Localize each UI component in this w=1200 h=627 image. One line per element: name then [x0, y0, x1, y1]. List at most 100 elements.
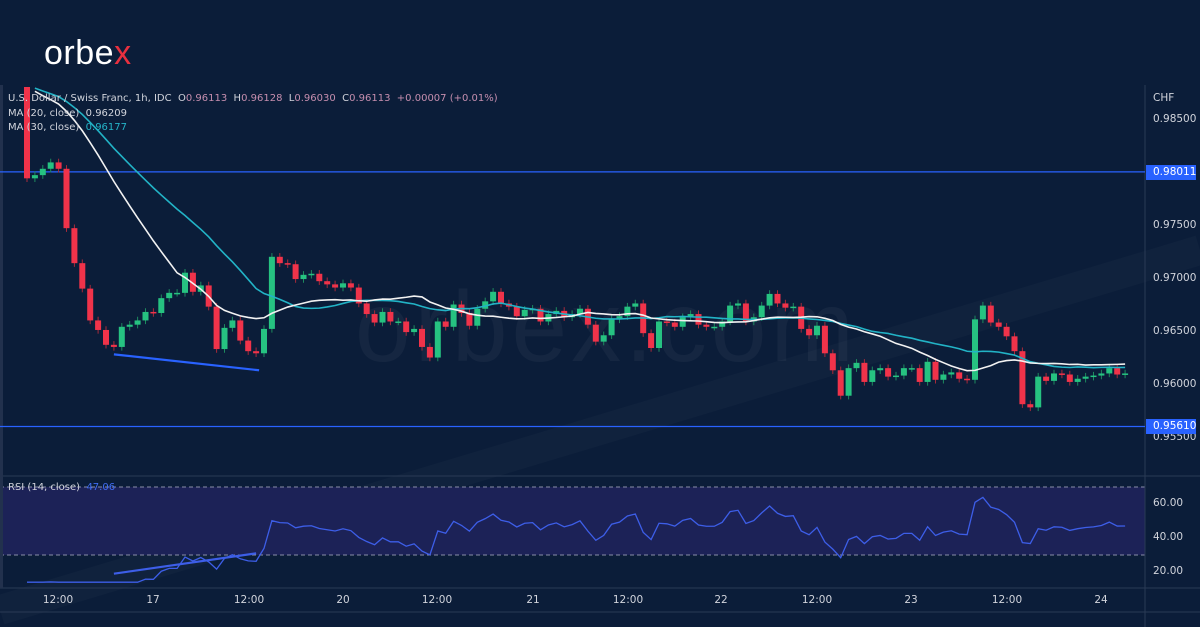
candle-body [703, 324, 710, 327]
candle-body [790, 306, 797, 309]
candle-body [695, 314, 702, 325]
level-price-label: 0.95610 [1146, 419, 1196, 435]
candle-body [1027, 404, 1034, 408]
candle-body [1098, 373, 1105, 376]
candle-body [490, 291, 497, 302]
high-value: 0.96128 [241, 93, 283, 104]
rsi-legend[interactable]: RSI (14, close) 47.06 [8, 482, 116, 493]
candle-body [182, 272, 188, 293]
candle-body [979, 305, 986, 320]
time-tick-label: 12:00 [42, 594, 74, 606]
low-value: 0.96030 [294, 93, 336, 104]
candle-body [308, 273, 315, 276]
time-tick-label: 17 [146, 594, 160, 606]
candle-body [482, 301, 489, 309]
time-tick-label: 21 [526, 594, 540, 606]
rsi-band [0, 487, 1145, 555]
candle-body [434, 321, 441, 358]
price-tick-label: 0.98500 [1153, 113, 1197, 125]
candle-body [877, 368, 884, 371]
candle-body [964, 378, 971, 381]
candle-body [900, 368, 907, 376]
candle-body [118, 326, 125, 347]
candle-body [893, 375, 899, 378]
candle-body [498, 291, 504, 304]
candle-body [174, 292, 181, 295]
candle-body [948, 372, 955, 375]
candle-body [577, 308, 583, 315]
candle-body [395, 321, 402, 323]
candle-body [1019, 351, 1026, 405]
ma20-legend[interactable]: MA (20, close) 0.96209 [8, 108, 128, 119]
candle-body [869, 370, 876, 382]
candle-body [719, 321, 726, 327]
candle-body [442, 321, 449, 327]
candle-body [656, 321, 662, 348]
candle-body [95, 320, 102, 330]
time-tick-label: 12:00 [233, 594, 265, 606]
candle-body [782, 303, 789, 308]
candle-body [742, 303, 749, 322]
candle-body [87, 288, 94, 321]
candle-body [1122, 373, 1129, 375]
candle-body [110, 344, 117, 347]
candle-body [71, 228, 78, 264]
candle-body [371, 314, 378, 323]
time-tick-label: 20 [336, 594, 350, 606]
candle-body [592, 324, 599, 342]
candle-body [79, 263, 86, 289]
candle-body [276, 256, 283, 264]
ma30-value: 0.96177 [85, 122, 128, 133]
candle-body [126, 324, 133, 327]
candle-body [284, 263, 291, 265]
ma20-line [34, 90, 1126, 372]
candle-body [1035, 376, 1042, 408]
level-price-label: 0.98011 [1146, 164, 1196, 180]
ma20-value: 0.96209 [85, 108, 128, 119]
rsi-tick-label: 40.00 [1153, 531, 1184, 543]
candle-body [363, 303, 370, 315]
candle-body [466, 313, 473, 326]
rsi-tick-label: 20.00 [1153, 565, 1184, 577]
time-tick-label: 12:00 [991, 594, 1023, 606]
candle-body [1011, 336, 1018, 352]
candle-body [47, 162, 54, 169]
price-tick-label: 0.97000 [1153, 272, 1197, 285]
candle-body [1074, 378, 1081, 382]
candle-body [932, 361, 939, 380]
candle-body [853, 362, 860, 369]
time-tick-label: 12:00 [612, 594, 644, 606]
candle-body [663, 321, 670, 323]
candle-body [24, 87, 30, 179]
rsi-value: 47.06 [86, 482, 116, 493]
candle-body [166, 292, 173, 299]
ma30-legend[interactable]: MA (30, close) 0.96177 [8, 122, 128, 133]
candle-body [332, 284, 339, 288]
candle-body [426, 346, 433, 358]
candle-body [608, 319, 615, 336]
candle-body [624, 306, 631, 317]
candle-body [727, 305, 734, 322]
candle-body [253, 351, 260, 354]
candle-body [924, 361, 931, 382]
candle-body [537, 308, 544, 322]
candle-body [237, 320, 244, 341]
candle-body [1090, 375, 1097, 378]
candle-body [189, 272, 196, 292]
candle-body [213, 306, 220, 350]
candle-body [845, 368, 852, 396]
candle-body [758, 305, 765, 318]
candle-body [31, 175, 38, 179]
currency-label: CHF [1153, 92, 1175, 104]
candle-body [355, 287, 362, 304]
candle-body [806, 328, 813, 336]
bg-stripe [0, 250, 1200, 610]
candle-body [450, 304, 457, 327]
rsi-tick-label: 60.00 [1153, 497, 1184, 509]
time-tick-label: 12:00 [421, 594, 453, 606]
change-value: +0.00007 (+0.01%) [396, 93, 498, 104]
candle-body [679, 317, 686, 327]
candle-body [513, 306, 520, 317]
candle-body [1043, 376, 1050, 381]
